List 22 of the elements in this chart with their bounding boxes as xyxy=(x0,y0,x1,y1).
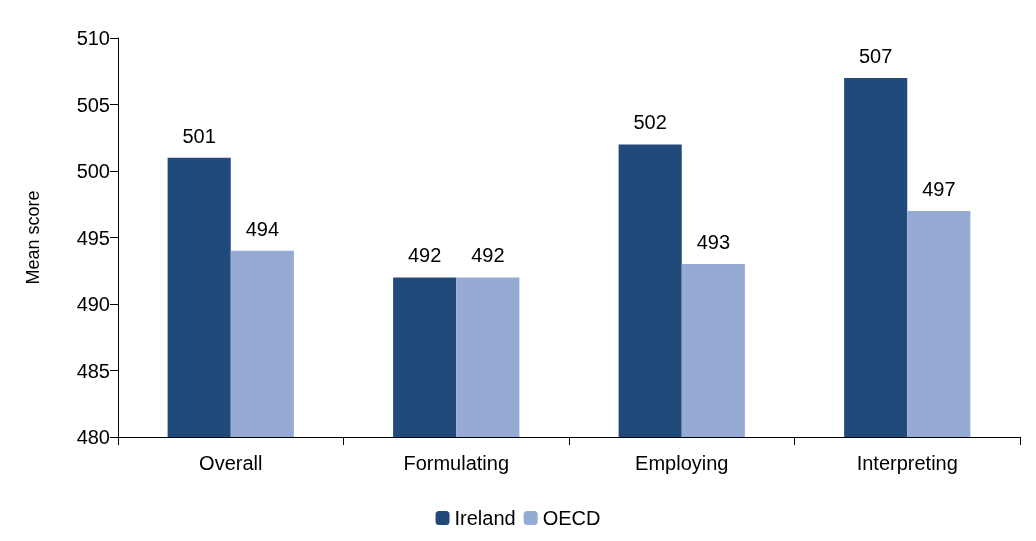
x-tick-label: Overall xyxy=(199,452,263,474)
data-label: 492 xyxy=(471,244,505,267)
legend-label: Ireland xyxy=(454,507,516,529)
y-tick-label: 510 xyxy=(76,27,110,49)
x-tick-label: Employing xyxy=(635,452,729,474)
y-axis-title: Mean score xyxy=(23,190,43,285)
y-tick-label: 505 xyxy=(76,93,110,116)
y-tick-label: 500 xyxy=(76,160,110,182)
y-tick-label: 490 xyxy=(76,293,110,315)
data-label: 501 xyxy=(182,124,216,147)
data-label: 493 xyxy=(696,231,731,254)
y-tick-label: 480 xyxy=(76,426,110,448)
legend-label: OECD xyxy=(542,507,601,529)
data-label: 502 xyxy=(633,111,667,134)
data-label: 507 xyxy=(858,44,893,67)
y-tick-label: 495 xyxy=(76,226,110,249)
x-tick-label: Interpreting xyxy=(856,452,958,474)
data-label: 492 xyxy=(407,244,442,267)
data-label: 494 xyxy=(245,217,280,240)
x-tick-label: Formulating xyxy=(403,452,510,474)
data-label: 497 xyxy=(922,177,956,200)
y-tick-label: 485 xyxy=(76,359,110,382)
